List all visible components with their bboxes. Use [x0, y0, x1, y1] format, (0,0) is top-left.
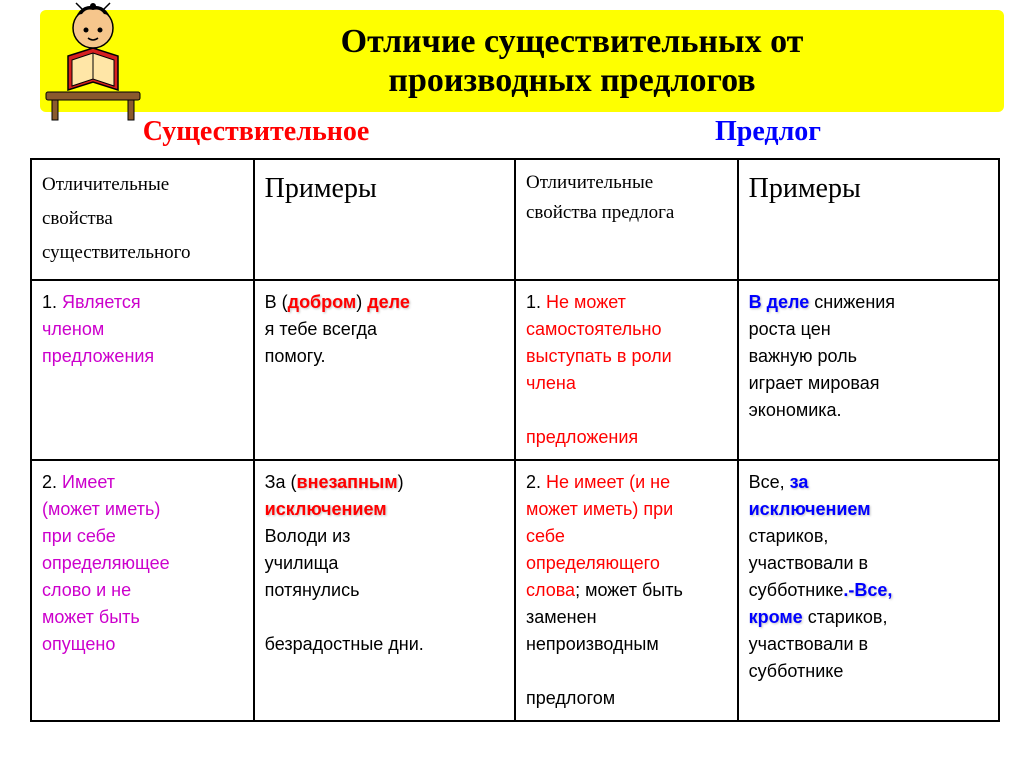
r2c4-l5a: субботнике	[749, 580, 844, 600]
r2c2-mid: )	[398, 472, 404, 492]
subhead-preposition: Предлог	[512, 116, 1024, 148]
r2c2-r4: безрадостные дни.	[265, 634, 424, 654]
hdr-c3-l1: Отличительные	[526, 172, 653, 193]
r1c3-num: 1.	[526, 292, 546, 312]
hdr-c3-l2: свойства предлога	[526, 202, 674, 223]
subhead-noun: Существительное	[0, 116, 512, 148]
r2c2-pre: За (	[265, 472, 297, 492]
r2c1-l3: при себе	[42, 526, 116, 546]
r2c4-l2: исключением	[749, 499, 871, 519]
r2c1-num: 2.	[42, 472, 62, 492]
title-text: Отличие существительных от производных п…	[341, 22, 804, 100]
r2c3-l7: непроизводным	[526, 634, 659, 654]
r2c4-l4: участвовали в	[749, 553, 869, 573]
r1c1-w3: предложения	[42, 346, 154, 366]
r2c1-l2: (может иметь)	[42, 499, 160, 519]
r2c4-l7: участвовали в	[749, 634, 869, 654]
title-line1: Отличие существительных от	[341, 23, 804, 60]
r1c4-r5: экономика.	[749, 400, 842, 420]
r1c3-l3: выступать в роли	[526, 346, 672, 366]
r1c1-num: 1.	[42, 292, 62, 312]
r1c4-r2: роста цен	[749, 319, 831, 339]
r2c3-l6: заменен	[526, 607, 597, 627]
hdr-c1-l2: свойства	[42, 208, 113, 229]
r2c2-r2: училища	[265, 553, 339, 573]
r2c3-l4: определяющего	[526, 553, 660, 573]
r2c1-l6: может быть	[42, 607, 140, 627]
character-illustration	[38, 0, 148, 122]
r2c4-l6: кроме	[749, 607, 803, 627]
r2c3-num: 2.	[526, 472, 546, 492]
r1c3-l1: Не может	[546, 292, 626, 312]
hdr-c1-l1: Отличительные	[42, 174, 169, 195]
title-banner: Отличие существительных от производных п…	[40, 10, 1004, 112]
r1c3-l4: члена	[526, 373, 576, 393]
r1c2-r1: я тебе всегда	[265, 319, 377, 339]
cell-noun-ex-1: В (добром) деле я тебе всегда помогу.	[254, 280, 515, 460]
r2c3-l5a: слова	[526, 580, 575, 600]
cell-noun-prop-1: 1. Является членом предложения	[31, 280, 254, 460]
r1c3-l2: самостоятельно	[526, 319, 661, 339]
cell-prep-prop-1: 1. Не может самостоятельно выступать в р…	[515, 280, 738, 460]
header-noun-properties: Отличительные свойства существительного	[31, 159, 254, 280]
cell-prep-prop-2: 2. Не имеет (и не может иметь) при себе …	[515, 460, 738, 721]
r2c3-l5b: ; может быть	[575, 580, 683, 600]
r2c1-l5: слово и не	[42, 580, 131, 600]
cell-noun-prop-2: 2. Имеет (может иметь) при себе определя…	[31, 460, 254, 721]
r2c3-l2: может иметь) при	[526, 499, 673, 519]
r1c2-pre: В (	[265, 292, 288, 312]
r2c2-noun: исключением	[265, 499, 387, 519]
cell-prep-ex-2: Все, за исключением стариков, участвовал…	[738, 460, 999, 721]
hdr-c1-l3: существительного	[42, 242, 190, 263]
r1c2-mid: )	[356, 292, 367, 312]
r1c4-pre: В деле	[749, 292, 810, 312]
r2c3-l1: Не имеет (и не	[546, 472, 670, 492]
table-row: 1. Является членом предложения В (добром…	[31, 280, 999, 460]
r2c4-l3: стариков,	[749, 526, 829, 546]
r1c4-r1: снижения	[809, 292, 895, 312]
r2c4-l1a: Все,	[749, 472, 790, 492]
r2c4-l8: субботнике	[749, 661, 844, 681]
r2c4-l6b: стариков,	[803, 607, 888, 627]
header-prep-properties: Отличительные свойства предлога	[515, 159, 738, 280]
r2c2-r1: Володи из	[265, 526, 351, 546]
r1c3-l5: предложения	[526, 427, 638, 447]
r2c2-adj: внезапным	[297, 472, 398, 492]
r2c1-l4: определяющее	[42, 553, 170, 573]
subheading-row: Существительное Предлог	[0, 116, 1024, 148]
r1c4-r3: важную роль	[749, 346, 857, 366]
cell-prep-ex-1: В деле снижения роста цен важную роль иг…	[738, 280, 999, 460]
r1c1-w1: Является	[62, 292, 141, 312]
r2c2-r3: потянулись	[265, 580, 360, 600]
r2c3-l8: предлогом	[526, 688, 615, 708]
r2c1-l7: опущено	[42, 634, 115, 654]
header-prep-examples: Примеры	[738, 159, 999, 280]
header-noun-examples: Примеры	[254, 159, 515, 280]
r1c2-r2: помогу.	[265, 346, 326, 366]
r2c4-l1b: за	[790, 472, 809, 492]
cell-noun-ex-2: За (внезапным) исключением Володи из учи…	[254, 460, 515, 721]
r2c4-l5b: .-Все,	[843, 580, 892, 600]
comparison-table: Отличительные свойства существительного …	[30, 158, 1000, 722]
r2c1-l1: Имеет	[62, 472, 115, 492]
r2c3-l3: себе	[526, 526, 565, 546]
r1c4-r4: играет мировая	[749, 373, 880, 393]
table-header-row: Отличительные свойства существительного …	[31, 159, 999, 280]
r1c2-noun: деле	[367, 292, 410, 312]
r1c2-adj: добром	[288, 292, 357, 312]
table-row: 2. Имеет (может иметь) при себе определя…	[31, 460, 999, 721]
r1c1-w2: членом	[42, 319, 104, 339]
title-line2: производных предлогов	[388, 62, 755, 99]
